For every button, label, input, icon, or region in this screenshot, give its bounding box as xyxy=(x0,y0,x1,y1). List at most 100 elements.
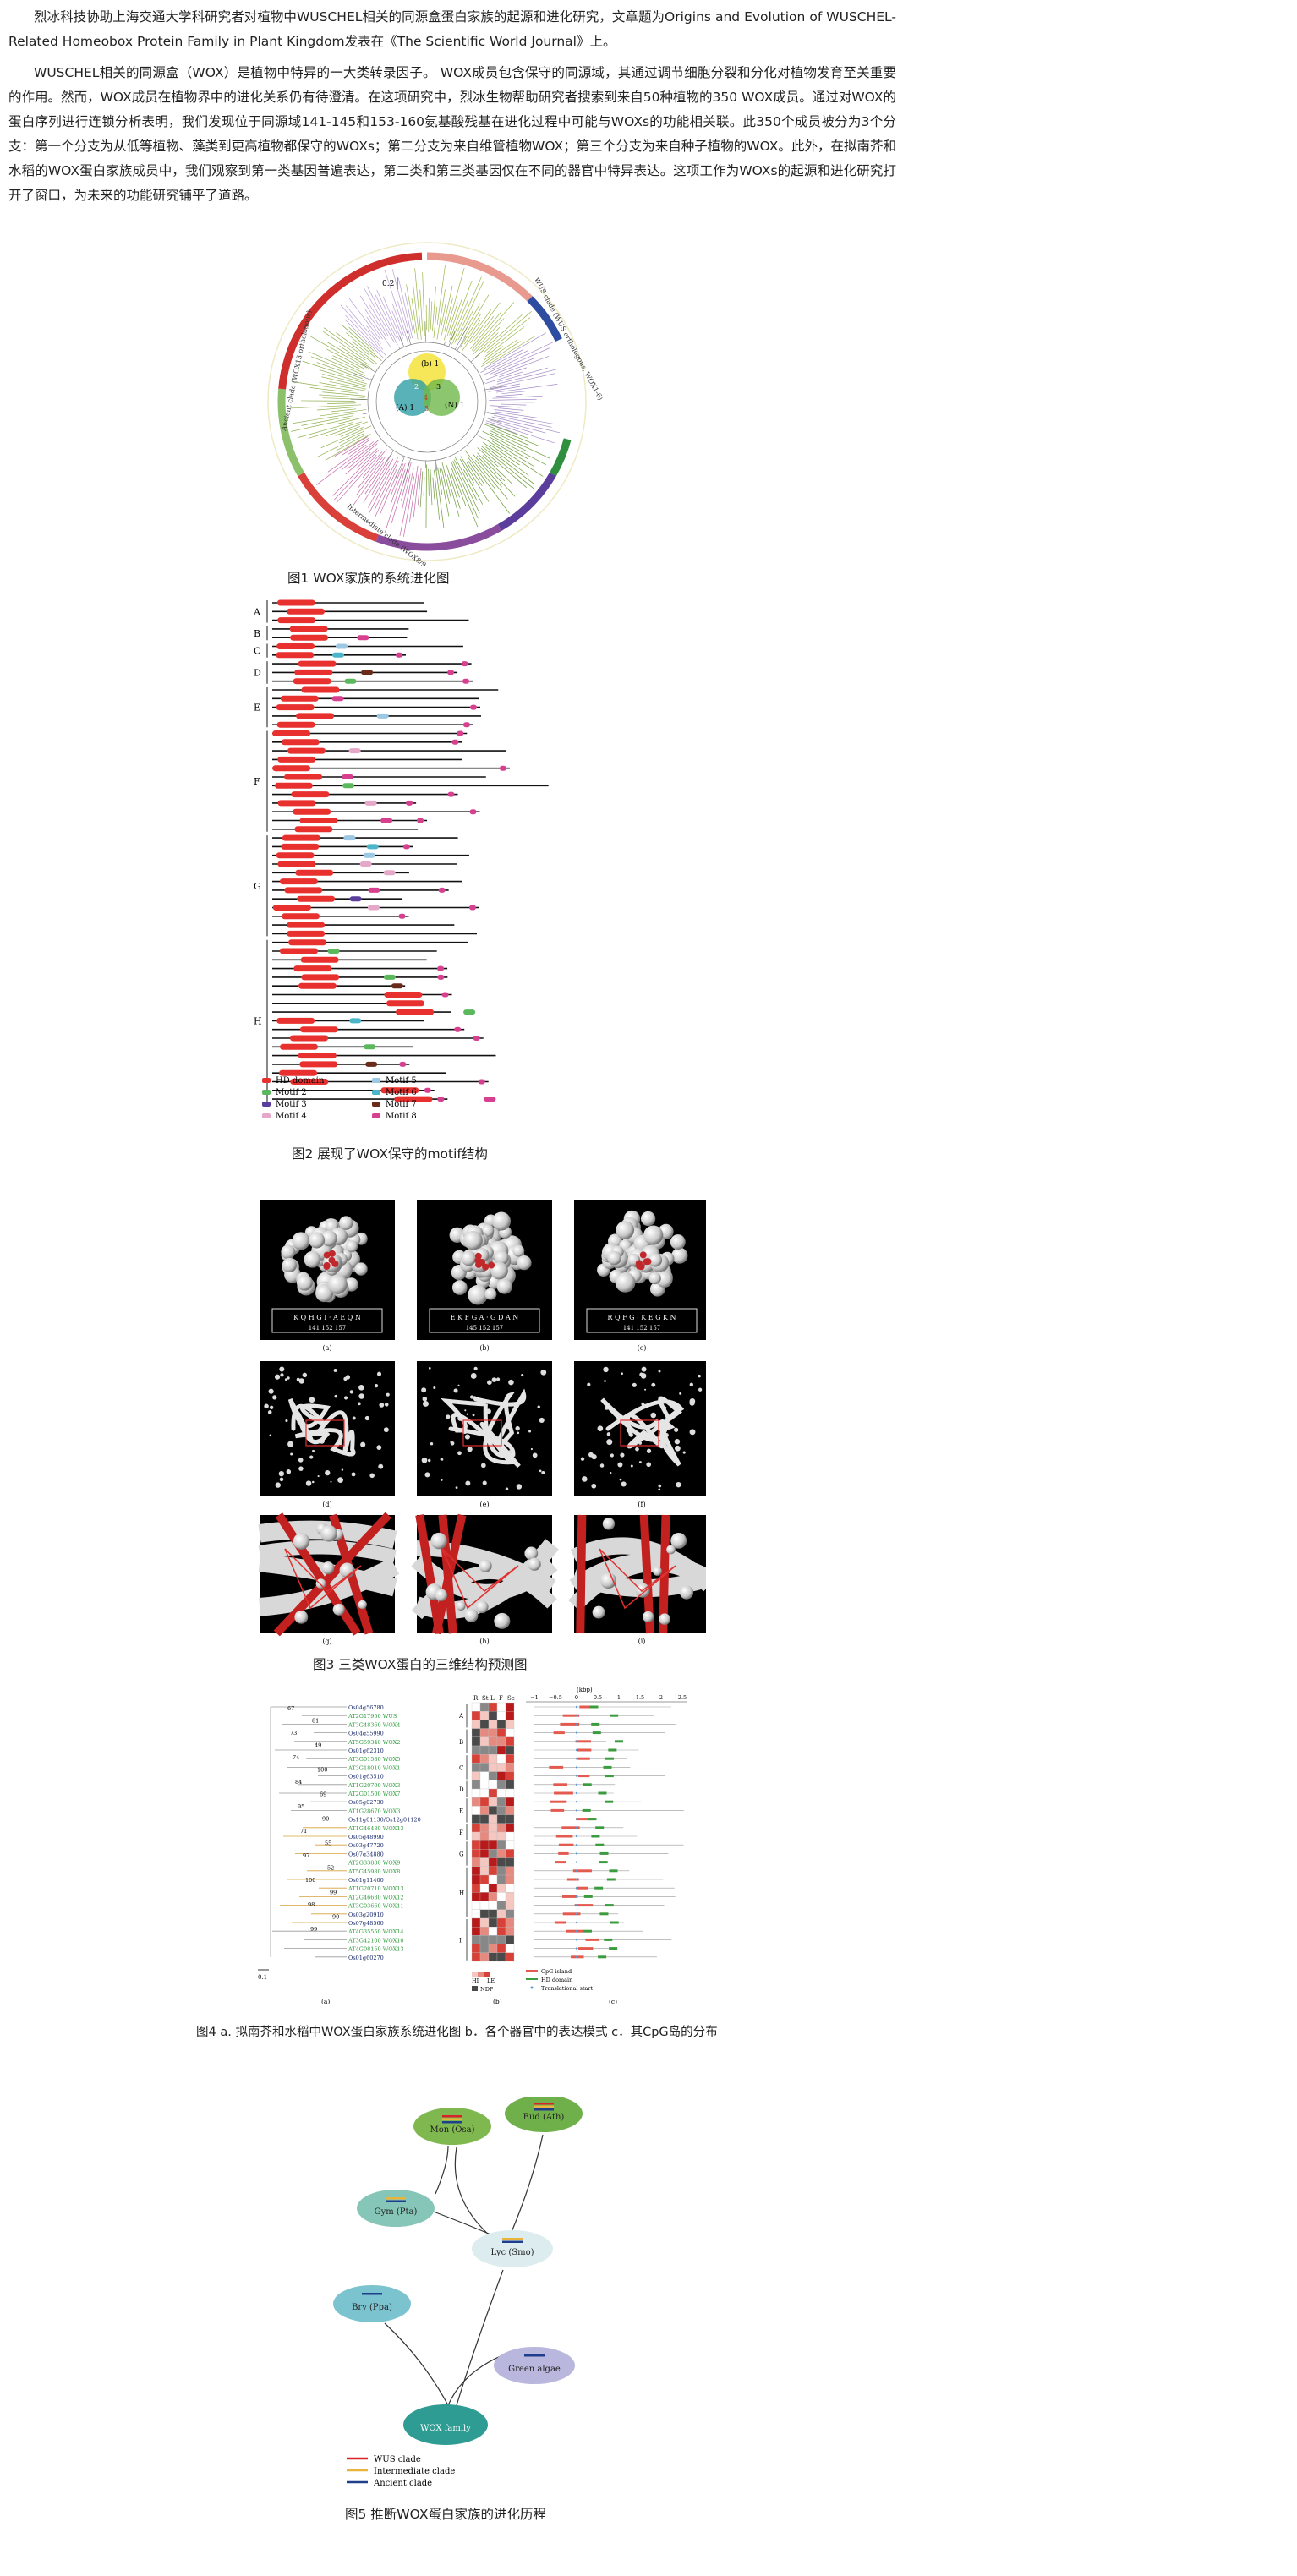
tree-branch xyxy=(489,335,536,364)
atom-dot xyxy=(496,1377,501,1381)
tree-branch xyxy=(348,326,375,352)
heatmap-cell xyxy=(496,1849,506,1858)
atom-dot xyxy=(343,1396,348,1400)
tree-branch xyxy=(454,280,484,343)
panel-label: (g) xyxy=(322,1638,331,1645)
axis-tick: 0 xyxy=(575,1694,578,1701)
tree-branch xyxy=(321,376,366,388)
atom-sphere xyxy=(323,1251,331,1259)
legend-label: WUS clade xyxy=(374,2455,421,2464)
tree-branch xyxy=(485,317,531,354)
heatmap-cell xyxy=(488,1797,498,1807)
motif-mark xyxy=(376,713,389,719)
hd-domain-mark xyxy=(282,834,320,841)
atom-dot xyxy=(384,1403,389,1407)
gene-label: Os11g01130/Os12g01120 xyxy=(348,1817,421,1824)
atom-sphere xyxy=(315,1578,326,1589)
clade-arc xyxy=(375,524,502,551)
translational-start xyxy=(575,1869,578,1872)
motif-mark xyxy=(437,1097,445,1102)
track-legend-dot xyxy=(530,1986,534,1989)
tree-branch xyxy=(359,295,387,337)
tree-branch xyxy=(487,423,528,439)
atom-dot xyxy=(587,1382,591,1386)
tree-branch xyxy=(489,432,528,452)
tree-branch xyxy=(466,462,483,486)
atom-dot xyxy=(376,1371,382,1376)
sequence-positions: 141 152 157 xyxy=(623,1325,661,1332)
translational-start xyxy=(575,1705,578,1709)
heatmap-cell xyxy=(505,1857,515,1867)
hd-domain-mark xyxy=(295,869,334,876)
highlight-box xyxy=(620,1419,659,1447)
atom-dot xyxy=(455,1486,458,1489)
hd-domain-mark xyxy=(272,765,311,772)
motif-mark xyxy=(359,861,372,867)
legend-label: Motif 8 xyxy=(386,1112,417,1121)
tree-branch xyxy=(437,467,443,495)
gene-label: AT1G20710 WOX13 xyxy=(348,1885,404,1892)
tree-branch xyxy=(441,462,452,500)
heatmap-cell xyxy=(496,1892,506,1901)
tree-branch xyxy=(495,411,539,418)
tree-branch xyxy=(329,380,366,390)
tree-branch xyxy=(487,412,554,424)
translational-start xyxy=(575,1748,578,1752)
hd-domain xyxy=(591,1835,600,1838)
tree-branch xyxy=(390,463,406,506)
atom-dot xyxy=(650,1412,656,1419)
heatmap-cell xyxy=(488,1874,498,1884)
evolution-node xyxy=(403,2404,488,2445)
atom-dot xyxy=(421,1387,427,1393)
legend-swatch xyxy=(262,1113,271,1118)
bootstrap-value: 90 xyxy=(332,1914,339,1921)
atom-sphere xyxy=(328,1250,336,1257)
tree-branch xyxy=(366,316,383,340)
translational-start xyxy=(575,1801,578,1803)
tree-branch xyxy=(496,367,549,383)
atom-dot xyxy=(698,1387,703,1392)
group-label-f: F xyxy=(254,776,260,787)
tree-branch xyxy=(364,309,391,347)
cpg-island xyxy=(558,1851,569,1855)
tree-branch xyxy=(441,468,450,504)
bond-lines xyxy=(599,1548,676,1610)
heatmap-cell xyxy=(488,1901,498,1910)
gene-label: AT2G17950 WUS xyxy=(348,1713,397,1720)
group-label-g: G xyxy=(254,881,261,892)
tree-branch xyxy=(293,412,358,424)
group-label: I xyxy=(459,1937,462,1944)
venn-region-5: 5 xyxy=(424,405,429,413)
hd-domain xyxy=(595,1843,605,1846)
atom-dot xyxy=(610,1471,612,1474)
tree-branch xyxy=(419,289,424,331)
figure-5-caption: 图5 推断WOX蛋白家族的进化历程 xyxy=(345,2507,546,2522)
legend-label: Motif 3 xyxy=(276,1100,307,1109)
atom-dot xyxy=(515,1425,520,1431)
tree-branch xyxy=(490,373,556,388)
sequence-box xyxy=(429,1308,540,1333)
atom-dot xyxy=(651,1382,656,1387)
hd-domain-mark xyxy=(287,747,326,754)
atom-sphere xyxy=(599,1572,616,1589)
gene-label: Os03g47720 xyxy=(348,1842,384,1849)
atom-sphere xyxy=(648,1272,661,1285)
heatmap-column-header: F xyxy=(499,1695,503,1702)
tree-branch xyxy=(490,428,529,446)
tree-branch xyxy=(479,332,499,351)
tree-branch xyxy=(338,430,365,444)
atom-sphere xyxy=(308,1232,326,1249)
atom-dot xyxy=(473,1366,478,1370)
tree-branch xyxy=(498,407,524,411)
atom-dot xyxy=(689,1400,695,1406)
tree-branch xyxy=(340,427,364,437)
scale-label: 0.1 xyxy=(258,1974,267,1981)
tree-branch xyxy=(454,456,478,501)
track-legend-label: CpG island xyxy=(541,1968,572,1975)
cpg-island xyxy=(550,1808,565,1812)
tree-branch xyxy=(446,465,461,510)
heatmap-cell xyxy=(479,1857,490,1867)
legend-label: Motif 5 xyxy=(386,1076,417,1086)
hd-domain xyxy=(605,1757,615,1760)
atom-dot xyxy=(619,1478,622,1481)
